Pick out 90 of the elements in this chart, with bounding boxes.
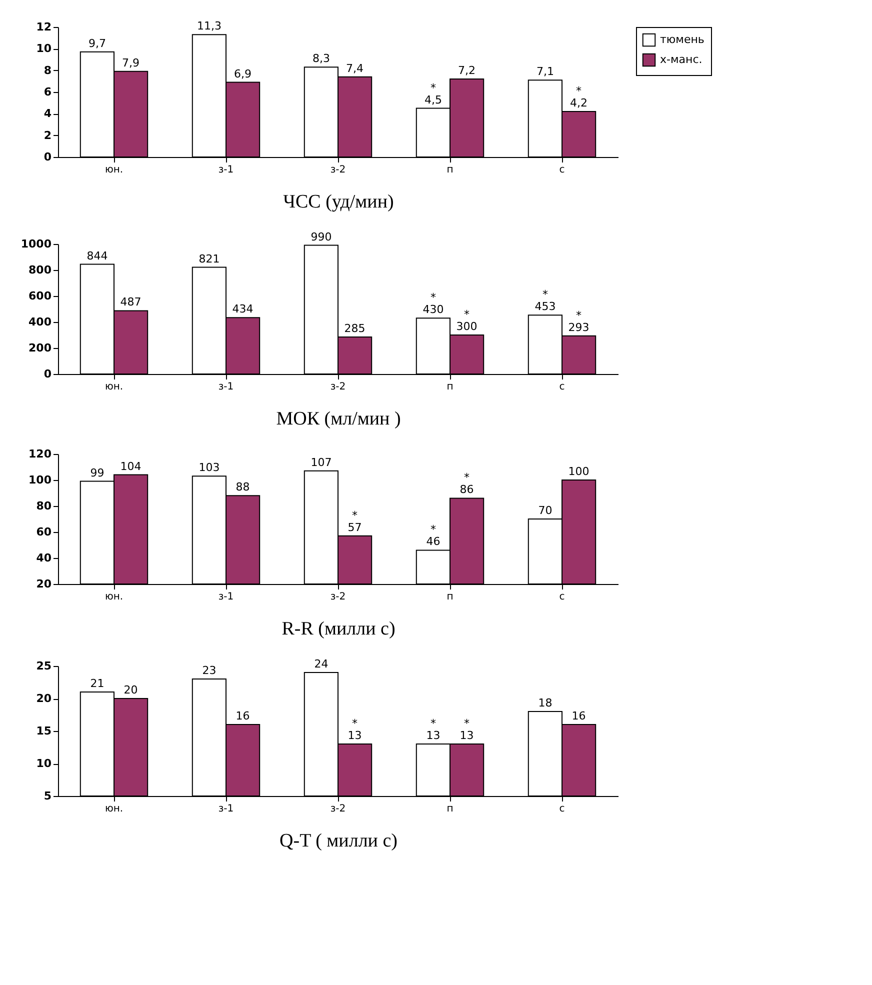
y-tick-label: 0 [44, 150, 52, 164]
y-tick-label: 0 [44, 368, 52, 380]
y-tick-label: 60 [36, 526, 52, 538]
y-tick-label: 4 [44, 107, 52, 120]
data-label: 487 [120, 296, 142, 309]
data-label: 7,2 [458, 64, 476, 77]
data-label: * 293 [568, 308, 590, 334]
data-label: 16 [236, 710, 250, 722]
data-label: 103 [198, 461, 220, 474]
x-tick-label: з-1 [218, 804, 234, 814]
x-tick-label: п [446, 592, 454, 602]
data-label: * 86 [460, 471, 474, 496]
data-label: 100 [568, 465, 590, 478]
x-tick-label: з-2 [330, 592, 346, 602]
data-label: * 13 [426, 717, 440, 742]
x-axis-title: МОК (мл/мин ) [276, 408, 401, 430]
data-label: 23 [202, 664, 216, 677]
y-tick-label: 600 [28, 290, 52, 302]
data-label: 70 [538, 504, 552, 517]
data-label: 18 [538, 696, 552, 710]
x-tick-label: с [559, 164, 565, 176]
data-label: 990 [310, 230, 332, 244]
y-tick-label: 200 [28, 342, 52, 354]
y-tick-label: 10 [36, 42, 52, 56]
x-tick-label: п [446, 164, 454, 176]
y-tick-label: 1000 [20, 238, 52, 250]
y-tick-label: 15 [36, 724, 52, 738]
y-tick-label: 80 [36, 500, 52, 512]
x-tick-label: с [559, 382, 565, 392]
data-label: 99 [90, 466, 104, 480]
x-tick-label: юн. [104, 804, 124, 814]
legend-label: х-манс. [660, 53, 702, 66]
x-tick-label: з-1 [218, 382, 234, 392]
data-label: * 46 [426, 523, 440, 548]
y-tick-label: 8 [44, 64, 52, 77]
data-label: 6,9 [234, 67, 252, 80]
x-tick-label: юн. [104, 592, 124, 602]
data-label: 844 [86, 249, 108, 262]
y-tick-label: 25 [36, 660, 52, 672]
x-tick-label: п [446, 382, 454, 392]
y-tick-label: 10 [36, 757, 52, 770]
x-tick-label: с [559, 592, 565, 602]
y-tick-label: 20 [36, 692, 52, 705]
y-tick-label: 800 [28, 264, 52, 276]
data-label: 20 [124, 684, 138, 696]
x-tick-label: юн. [104, 382, 124, 392]
y-tick-label: 5 [44, 790, 52, 802]
x-tick-label: п [446, 804, 454, 814]
data-label: * 57 [348, 508, 362, 534]
x-tick-label: з-2 [330, 164, 346, 176]
x-tick-label: з-2 [330, 382, 346, 392]
y-tick-label: 100 [28, 474, 52, 486]
data-label: 821 [198, 252, 220, 266]
data-label: * 453 [534, 288, 556, 314]
x-tick-label: з-1 [218, 164, 234, 176]
data-label: 21 [90, 677, 104, 690]
y-tick-label: 2 [44, 128, 52, 142]
data-label: 9,7 [88, 36, 106, 50]
data-label: * 13 [460, 717, 474, 742]
y-tick-label: 400 [28, 316, 52, 328]
data-label: 7,1 [536, 65, 554, 78]
x-axis-title: Q-T ( милли с) [280, 830, 398, 852]
x-tick-label: з-1 [218, 592, 234, 602]
y-tick-label: 40 [36, 552, 52, 564]
data-label: 24 [314, 658, 328, 670]
data-label: * 4,5 [424, 81, 442, 106]
data-label: * 430 [422, 291, 444, 316]
data-label: 107 [310, 456, 332, 469]
y-tick-label: 6 [44, 86, 52, 98]
data-label: 7,9 [122, 56, 140, 70]
x-tick-label: юн. [104, 164, 124, 176]
data-label: * 4,2 [570, 84, 588, 110]
x-axis-title: ЧСС (уд/мин) [283, 192, 394, 212]
y-tick-label: 12 [36, 20, 52, 34]
data-label: 285 [344, 322, 366, 335]
x-tick-label: с [559, 804, 565, 814]
data-label: 16 [572, 710, 586, 722]
x-axis-title: R-R (милли с) [282, 618, 396, 640]
data-label: 11,3 [196, 20, 222, 33]
data-label: 104 [120, 460, 142, 473]
data-label: * 13 [348, 717, 362, 742]
data-label: * 300 [456, 308, 478, 333]
data-label: 7,4 [346, 62, 364, 75]
data-label: 8,3 [312, 52, 330, 66]
data-label: 88 [236, 480, 250, 494]
legend-label: тюмень [660, 33, 704, 46]
y-tick-label: 120 [28, 448, 52, 460]
data-label: 434 [232, 302, 254, 316]
x-tick-label: з-2 [330, 804, 346, 814]
y-tick-label: 20 [36, 578, 52, 590]
